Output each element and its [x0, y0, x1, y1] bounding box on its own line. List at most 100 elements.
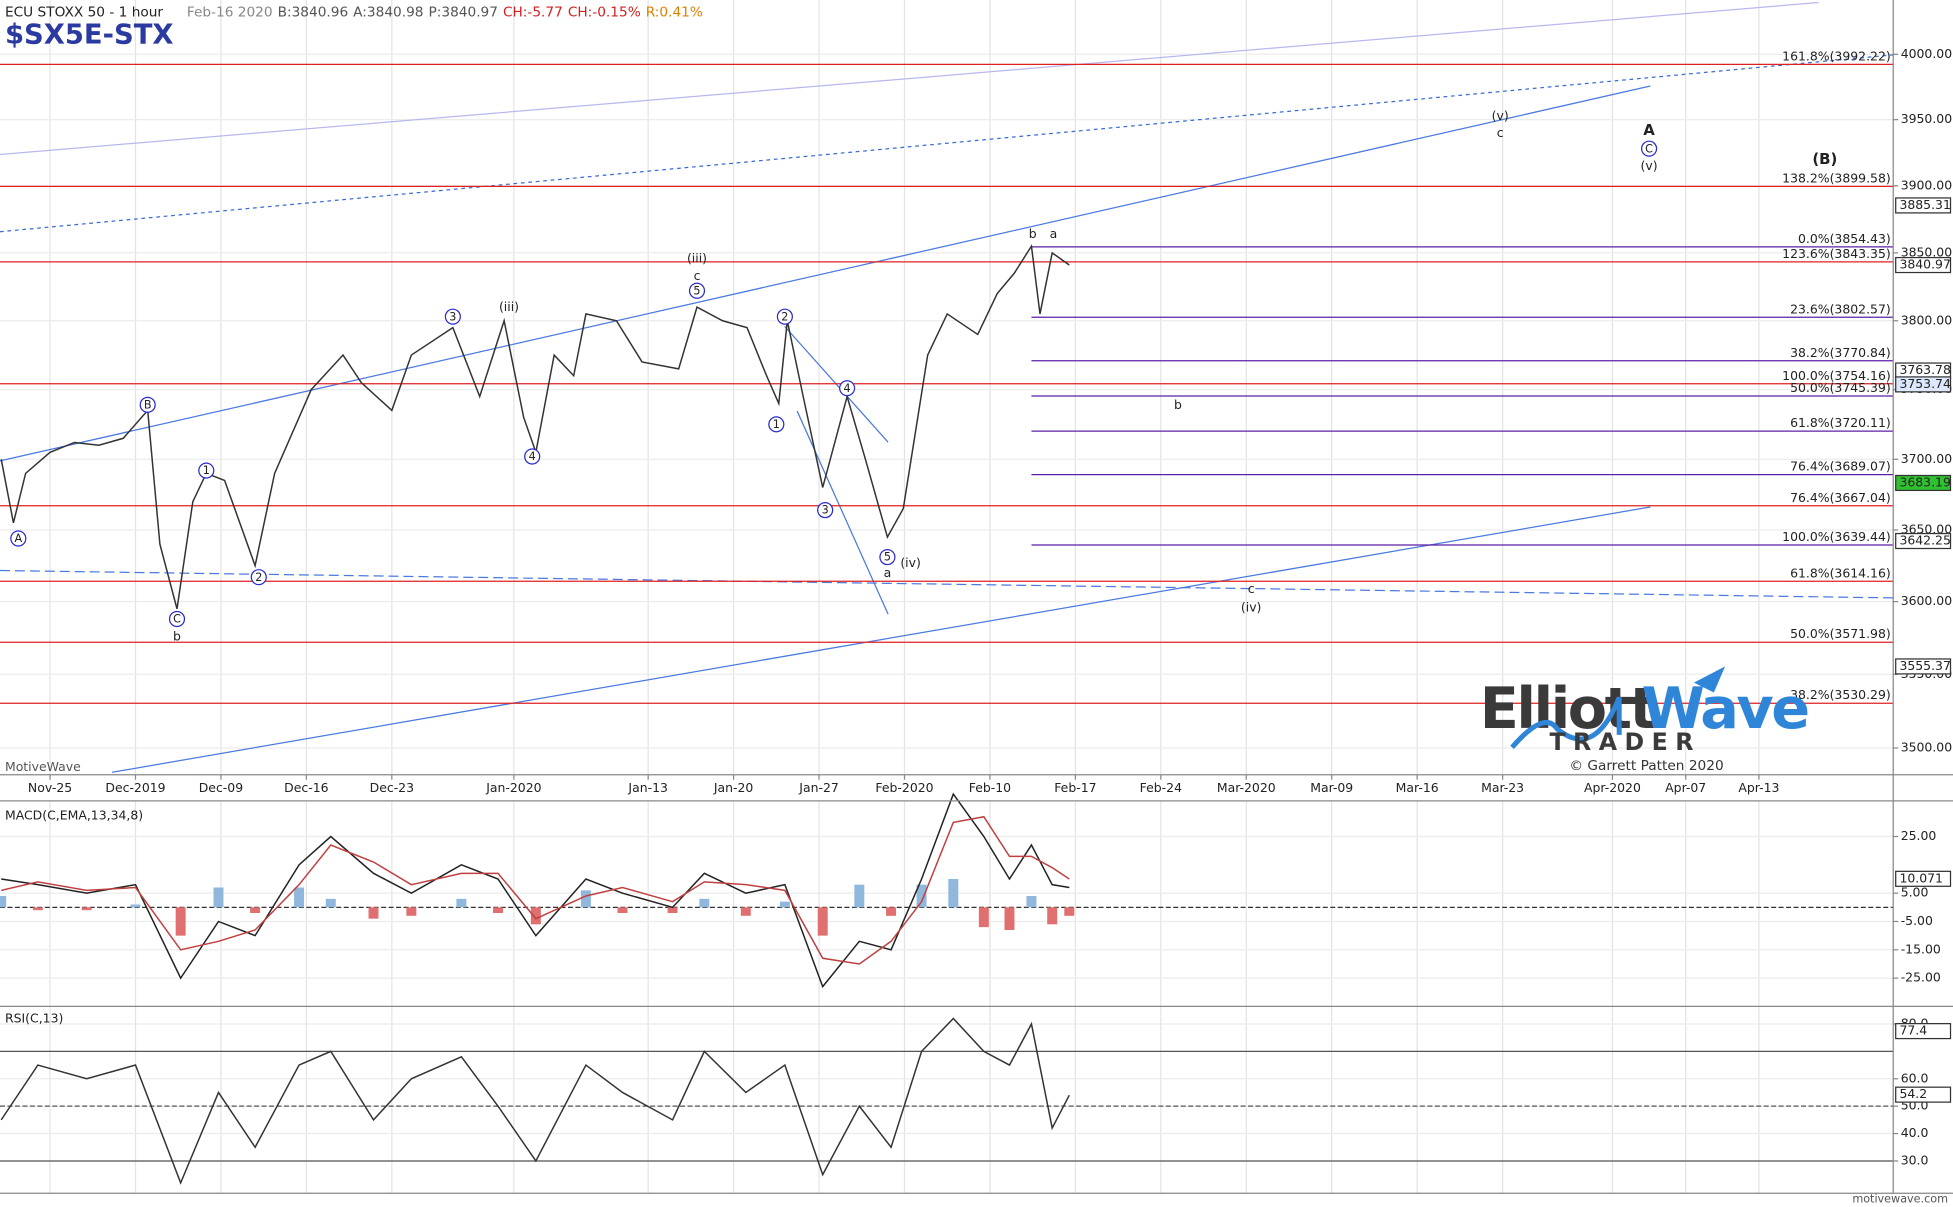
wave-label: 2	[255, 571, 262, 584]
fib-label: 123.6%(3843.35)	[1782, 246, 1891, 261]
trend-lines	[0, 1, 1894, 773]
histogram-bar	[213, 887, 224, 908]
y-tick-label: 60.0	[1901, 1070, 1929, 1085]
logo-arrow	[1693, 666, 1726, 693]
y-tick-label: 25.00	[1901, 828, 1937, 843]
histogram-bar	[740, 907, 751, 916]
y-tick-label: -5.00	[1901, 913, 1933, 928]
logo-word: TRADER	[1549, 728, 1701, 756]
wave-label: 2	[781, 310, 788, 323]
y-tick-label: 3600.00	[1901, 593, 1953, 608]
quote-part: CH:-5.77	[503, 4, 563, 20]
x-tick-label: Feb-2020	[875, 780, 933, 795]
trend-line	[0, 1, 1819, 156]
price-marker-label: 3642.25	[1899, 533, 1950, 548]
wave-circle	[1640, 140, 1658, 157]
quote-part: R:0.41%	[646, 4, 703, 20]
y-tick-label: 3700.00	[1901, 451, 1953, 466]
fib-label: 38.2%(3530.29)	[1790, 687, 1891, 702]
price-marker-label: 10.071	[1899, 870, 1943, 885]
wave-label: 4	[844, 382, 851, 395]
wave-circle	[879, 548, 896, 566]
histogram-bar	[530, 907, 541, 925]
price-marker-label: 3683.19	[1899, 474, 1951, 489]
y-tick-label: 40.0	[1901, 1125, 1929, 1140]
histogram-bar	[978, 907, 989, 928]
x-tick-label: Apr-07	[1665, 780, 1706, 795]
histogram-bar	[1064, 907, 1075, 916]
footer: motivewave.com	[1852, 1192, 1948, 1205]
fib-label: 100.0%(3639.44)	[1782, 529, 1891, 544]
x-tick-label: Apr-13	[1738, 780, 1779, 795]
wave-label: 4	[529, 450, 536, 463]
wave-label: b	[1029, 226, 1037, 241]
histogram-bar	[817, 907, 828, 936]
x-tick-label: Jan-27	[798, 780, 839, 795]
price-marker	[1895, 658, 1952, 675]
wave-label: b	[173, 629, 181, 644]
quote-part: Feb-16 2020	[187, 4, 273, 20]
price-marker	[1895, 1086, 1952, 1103]
histogram-bar	[294, 887, 305, 908]
histogram-bar	[886, 907, 897, 916]
histogram-bar	[175, 907, 186, 936]
wave-label: 1	[773, 418, 780, 431]
wave-circle	[524, 448, 541, 465]
wave-label: A	[1643, 121, 1655, 139]
fib-label: 100.0%(3754.16)	[1782, 368, 1891, 383]
logo-word: Wave	[1642, 675, 1809, 742]
histogram-bar	[580, 890, 591, 908]
wave-circle	[768, 416, 785, 433]
price-marker	[1895, 870, 1952, 887]
price-marker	[1895, 474, 1952, 492]
logo: Elliott Wave TRADER © Garrett Patten 202…	[1480, 666, 1811, 774]
wave-label: 3	[822, 504, 829, 517]
x-tick-label: Feb-24	[1140, 780, 1182, 795]
fib-label: 50.0%(3745.39)	[1790, 380, 1891, 395]
price-marker	[1895, 1023, 1952, 1040]
fib-label: 161.8%(3992.22)	[1782, 48, 1891, 63]
plot-layer: Nov-25 Dec-2019 Dec-09 Dec-16 Dec-23 Jan-2020…	[0, 46, 1953, 1185]
chart-title: ECU STOXX 50 - 1 hour	[5, 4, 163, 20]
wave-label: c	[694, 268, 701, 283]
wave-label: a	[884, 565, 892, 580]
histogram-bar	[948, 879, 959, 908]
wave-circle	[168, 610, 186, 628]
histogram-bar	[667, 907, 678, 913]
x-tick-label: Mar-2020	[1217, 780, 1276, 795]
quote: Feb-16 2020 B:3840.96 A:3840.98 P:3840.97 CH…	[187, 4, 703, 20]
wave-circle	[444, 308, 461, 325]
fib-label: 38.2%(3770.84)	[1790, 345, 1891, 360]
fib-label: 76.4%(3689.07)	[1790, 459, 1891, 474]
price-line	[0, 243, 1070, 610]
trend-line	[0, 54, 1894, 233]
histogram-bar	[779, 901, 790, 908]
histogram-bar	[617, 907, 628, 913]
wave-label: c	[1248, 581, 1255, 596]
symbol: $SX5E-STX	[5, 20, 174, 51]
y-tick-label: -15.00	[1901, 941, 1941, 956]
x-tick-label: Dec-2019	[105, 780, 165, 795]
wave-label: 5	[884, 551, 891, 564]
logo-credit: © Garrett Patten 2020	[1569, 758, 1723, 774]
wave-circle	[139, 396, 156, 413]
x-tick-label: Mar-09	[1310, 780, 1353, 795]
y-tick-label: 3650.00	[1901, 521, 1953, 536]
watermark: MotiveWave	[5, 759, 81, 774]
fib-label: 61.8%(3720.11)	[1790, 415, 1891, 430]
wave-label: b	[1174, 397, 1182, 412]
fib-label: 61.8%(3614.16)	[1790, 565, 1891, 580]
wave-label: (iii)	[687, 250, 707, 265]
wave-circle	[688, 282, 706, 299]
wave-label: A	[14, 532, 22, 545]
price-marker	[1895, 197, 1952, 214]
wave-label: 3	[449, 310, 456, 323]
wave-label: C	[173, 613, 181, 626]
x-tick-label: Feb-10	[969, 780, 1011, 795]
wave-label: (iv)	[900, 555, 921, 570]
histogram-bar	[1047, 907, 1058, 925]
histogram-bar	[81, 907, 92, 911]
price-marker-label: 54.2	[1899, 1086, 1927, 1101]
